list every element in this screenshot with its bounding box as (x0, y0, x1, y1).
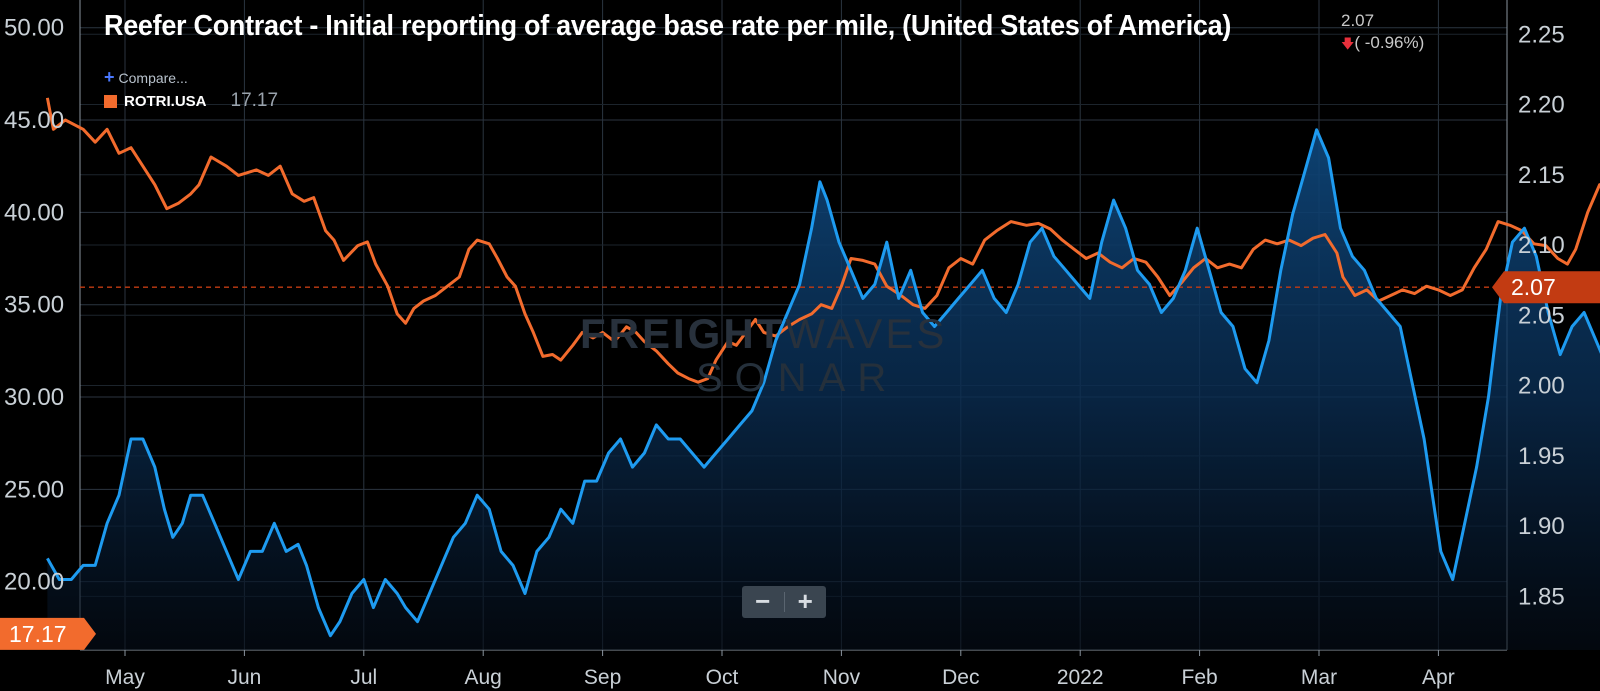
right-tick-label: 2.10 (1518, 232, 1565, 259)
x-axis: May Jun Jul Aug Sep Oct Nov Dec 2022 Feb Mar Apr (105, 650, 1455, 689)
right-tick-label: 1.90 (1518, 513, 1565, 540)
x-tick-label: Apr (1422, 666, 1455, 689)
right-tick-label: 2.20 (1518, 92, 1565, 119)
legend-series-name: ROTRI.USA (124, 92, 207, 110)
x-tick-label: Dec (942, 666, 979, 689)
zoom-out-button[interactable]: − (755, 586, 771, 616)
value-badges: 17.17 2.07 (0, 271, 1600, 650)
zoom-in-button[interactable]: + (797, 586, 813, 616)
zoom-control: − + (742, 586, 826, 618)
right-tick-label: 2.25 (1518, 21, 1565, 48)
right-tick-label: 1.95 (1518, 443, 1565, 470)
x-tick-label: Mar (1301, 666, 1337, 689)
left-tick-label: 25.00 (4, 476, 64, 503)
x-tick-label: 2022 (1057, 666, 1104, 689)
right-tick-label: 1.85 (1518, 583, 1565, 610)
compare-label: Compare... (118, 70, 188, 86)
x-tick-label: Oct (706, 666, 739, 689)
left-badge-text: 17.17 (9, 621, 67, 647)
left-tick-label: 20.00 (4, 569, 64, 596)
left-tick-label: 35.00 (4, 292, 64, 319)
right-value-badge (1492, 271, 1600, 304)
watermark-bold-text: FREIGHT (580, 310, 786, 357)
x-tick-label: Feb (1182, 666, 1218, 689)
orange-series-line (45, 97, 1600, 384)
right-axis: 1.85 1.90 1.95 2.00 2.05 2.10 2.15 2.20 2.25 (1518, 21, 1565, 610)
watermark-freightwaves: FREIGHTWAVES (580, 310, 947, 358)
down-arrow-icon: 🡇 (1341, 36, 1355, 51)
right-tick-label: 2.05 (1518, 302, 1565, 329)
plus-icon: + (104, 67, 115, 87)
x-tick-label: May (105, 666, 145, 689)
legend-swatch (104, 94, 117, 108)
left-tick-label: 45.00 (4, 107, 64, 134)
blue-series-line (46, 128, 1600, 638)
compare-button[interactable]: + Compare... (104, 67, 188, 88)
change-indicator: 🡇( -0.96%) (1341, 33, 1424, 57)
left-tick-label: 40.00 (4, 199, 64, 226)
right-badge-text: 2.07 (1511, 274, 1556, 300)
left-tick-label: 50.00 (4, 15, 64, 42)
left-axis: 20.00 25.00 30.00 35.00 40.00 45.00 50.00 (4, 15, 64, 596)
x-tick-label: Nov (823, 666, 861, 689)
left-value-badge (0, 617, 96, 650)
x-tick-label: Aug (465, 666, 502, 689)
legend-series-value: 17.17 (230, 90, 279, 111)
chart-title: Reefer Contract - Initial reporting of a… (104, 10, 1232, 42)
right-tick-label: 2.00 (1518, 373, 1565, 400)
x-tick-label: Sep (584, 666, 621, 689)
x-tick-label: Jul (350, 666, 377, 689)
right-tick-label: 2.15 (1518, 162, 1565, 189)
zoom-separator (783, 592, 785, 612)
legend-item-rotri[interactable]: ROTRI.USA 17.17 (104, 90, 278, 112)
blue-series-area (47, 129, 1600, 650)
watermark-thin-text: WAVES (785, 310, 948, 357)
watermark-sonar: SONAR (696, 356, 899, 400)
x-tick-label: Jun (227, 666, 261, 689)
left-tick-label: 30.00 (4, 384, 64, 411)
last-value: 2.07 (1341, 11, 1375, 30)
change-value: ( -0.96%) (1354, 33, 1425, 52)
